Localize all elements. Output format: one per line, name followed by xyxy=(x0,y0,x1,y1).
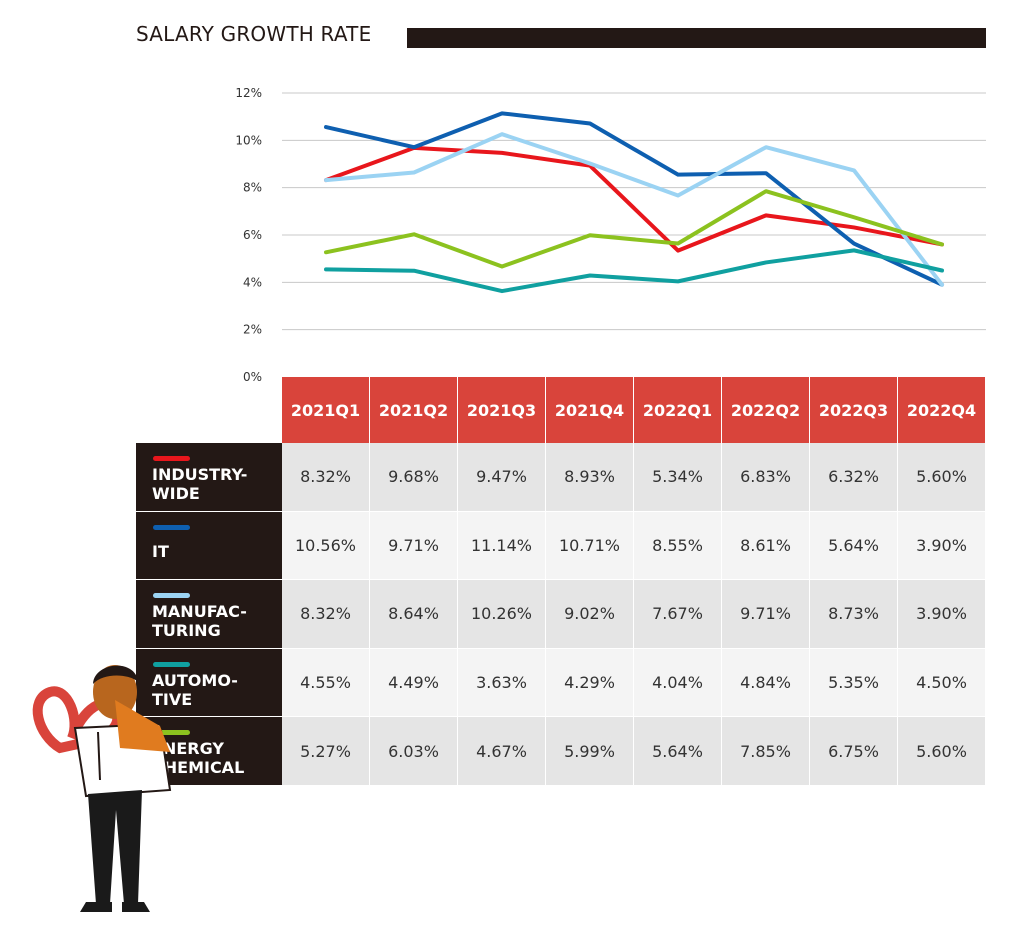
column-header: 2021Q4 xyxy=(546,377,634,443)
table-cell: 8.32% xyxy=(282,443,370,512)
column-header: 2021Q2 xyxy=(370,377,458,443)
table-cell: 7.67% xyxy=(634,580,722,649)
table-cell: 5.64% xyxy=(810,511,898,581)
table-cell: 9.68% xyxy=(370,443,458,512)
table-cell: 4.29% xyxy=(546,648,634,718)
column-header: 2022Q2 xyxy=(722,377,810,443)
table-cell: 3.90% xyxy=(898,580,986,649)
series-line xyxy=(324,132,944,287)
table-cell: 4.04% xyxy=(634,648,722,718)
row-label: MANUFAC- TURING xyxy=(136,580,282,649)
table-cell: 4.84% xyxy=(722,648,810,718)
table-cell: 11.14% xyxy=(458,511,546,581)
table-cell: 8.73% xyxy=(810,580,898,649)
legend-swatch xyxy=(153,524,190,530)
y-tick-label: 6% xyxy=(243,228,262,242)
table-cell: 5.60% xyxy=(898,443,986,512)
table-cell: 8.32% xyxy=(282,580,370,649)
legend-swatch xyxy=(153,730,190,736)
y-tick-label: 12% xyxy=(235,86,262,100)
table-cell: 4.67% xyxy=(458,717,546,786)
man-illustration xyxy=(32,665,172,912)
column-header: 2021Q1 xyxy=(282,377,370,443)
row-label: AUTOMO- TIVE xyxy=(136,648,282,718)
legend-swatch xyxy=(153,456,190,461)
table-cell: 10.26% xyxy=(458,580,546,649)
table-cell: 8.64% xyxy=(370,580,458,649)
title-bar xyxy=(407,28,986,48)
table-cell: 10.71% xyxy=(546,511,634,581)
table-cell: 9.02% xyxy=(546,580,634,649)
series-line xyxy=(324,189,944,269)
table-cell: 5.64% xyxy=(634,717,722,786)
table-cell: 6.75% xyxy=(810,717,898,786)
legend-label: AUTOMO- TIVE xyxy=(152,670,238,709)
table-cell: 6.03% xyxy=(370,717,458,786)
table-cell: 3.63% xyxy=(458,648,546,718)
y-tick-label: 10% xyxy=(235,133,262,147)
table-cell: 5.60% xyxy=(898,717,986,786)
series-line xyxy=(324,248,944,294)
y-tick-label: 2% xyxy=(243,323,262,337)
table-cell: 8.61% xyxy=(722,511,810,581)
table-cell: 8.55% xyxy=(634,511,722,581)
table-cell: 3.90% xyxy=(898,511,986,581)
series-line xyxy=(324,145,944,253)
column-header: 2022Q3 xyxy=(810,377,898,443)
column-header: 2021Q3 xyxy=(458,377,546,443)
table-cell: 9.71% xyxy=(722,580,810,649)
y-tick-label: 4% xyxy=(243,275,262,289)
row-label: INDUSTRY- WIDE xyxy=(136,443,282,512)
table-cell: 9.47% xyxy=(458,443,546,512)
table-cell: 4.55% xyxy=(282,648,370,718)
y-tick-label: 8% xyxy=(243,181,262,195)
row-label: IT xyxy=(136,511,282,581)
table-cell: 6.83% xyxy=(722,443,810,512)
legend-swatch xyxy=(153,661,190,667)
y-tick-label: 0% xyxy=(243,370,262,384)
table-cell: 6.32% xyxy=(810,443,898,512)
table-cell: 8.93% xyxy=(546,443,634,512)
table-cell: 9.71% xyxy=(370,511,458,581)
table-cell: 10.56% xyxy=(282,511,370,581)
legend-label: MANUFAC- TURING xyxy=(152,602,247,641)
legend-label: INDUSTRY- WIDE xyxy=(152,465,248,503)
legend-swatch xyxy=(153,593,190,599)
series-line xyxy=(324,111,944,287)
table-cell: 4.50% xyxy=(898,648,986,718)
legend-label: ENERGY CHEMICAL xyxy=(152,739,245,778)
legend-label: IT xyxy=(152,541,169,561)
table-cell: 5.99% xyxy=(546,717,634,786)
table-cell: 5.35% xyxy=(810,648,898,718)
column-header: 2022Q1 xyxy=(634,377,722,443)
chart-title: SALARY GROWTH RATE xyxy=(136,22,372,46)
table-cell: 4.49% xyxy=(370,648,458,718)
table-cell: 7.85% xyxy=(722,717,810,786)
table-cell: 5.34% xyxy=(634,443,722,512)
column-header: 2022Q4 xyxy=(898,377,986,443)
table-cell: 5.27% xyxy=(282,717,370,786)
